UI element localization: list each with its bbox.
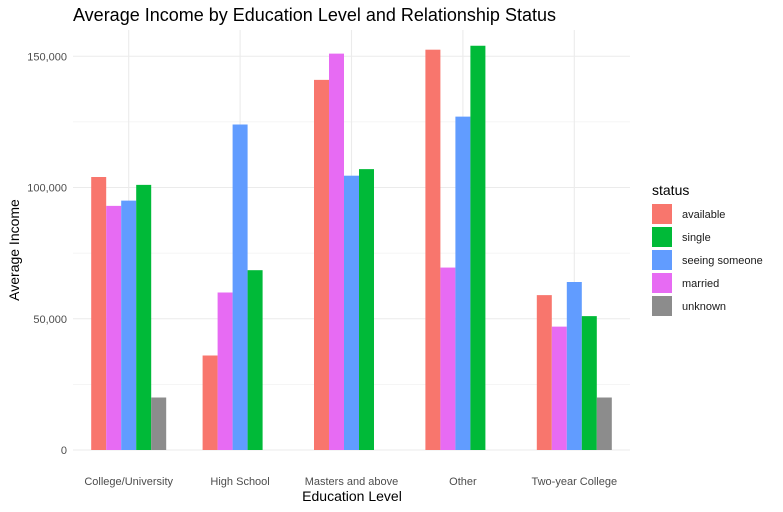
bar-single (359, 169, 374, 450)
x-axis-title: Education Level (302, 488, 402, 504)
legend-label: married (682, 278, 719, 290)
legend-key-married (652, 273, 672, 293)
y-tick-label: 0 (61, 445, 67, 457)
bar-single (247, 270, 263, 450)
bar-unknown (151, 397, 167, 450)
bar-available (314, 79, 329, 450)
bar-married (217, 292, 233, 450)
legend-key-seeing-someone (652, 250, 672, 270)
bar-available (536, 295, 552, 450)
legend-label: available (682, 209, 725, 221)
bar-seeing-someone (566, 282, 582, 450)
x-tick-label: College/University (84, 476, 173, 488)
bar-married (329, 53, 344, 450)
bar-single (581, 316, 597, 450)
bar-single (470, 45, 486, 450)
legend-label: single (682, 232, 711, 244)
y-tick-label: 150,000 (27, 51, 67, 63)
bar-available (202, 355, 218, 450)
bar-married (440, 267, 456, 450)
bar-available (425, 49, 441, 450)
chart-title: Average Income by Education Level and Re… (73, 5, 556, 25)
y-tick-labels: 0 50,000 100,000 150,000 (27, 51, 67, 457)
x-tick-labels: College/University High School Masters and… (84, 476, 617, 488)
y-axis-title: Average Income (6, 199, 22, 301)
legend-title: status (652, 182, 689, 198)
bar-seeing-someone (121, 200, 137, 450)
bar-seeing-someone (455, 116, 471, 450)
bar-unknown (596, 397, 612, 450)
bar-single (136, 184, 152, 450)
legend: status available single seeing someone marr… (652, 182, 763, 316)
y-tick-label: 50,000 (33, 314, 67, 326)
bar-seeing-someone (232, 124, 248, 450)
bar-married (106, 205, 122, 450)
legend-key-single (652, 227, 672, 247)
legend-key-available (652, 204, 672, 224)
y-tick-label: 100,000 (27, 183, 67, 195)
x-tick-label: Other (449, 476, 477, 488)
legend-label: seeing someone (682, 255, 763, 267)
legend-label: unknown (682, 301, 726, 313)
bar-available (91, 177, 107, 450)
x-tick-label: Two-year College (532, 476, 618, 488)
x-tick-label: Masters and above (305, 476, 399, 488)
bar-seeing-someone (344, 175, 359, 450)
bar-married (551, 326, 567, 450)
bars (91, 45, 612, 450)
x-tick-label: High School (210, 476, 269, 488)
legend-key-unknown (652, 296, 672, 316)
